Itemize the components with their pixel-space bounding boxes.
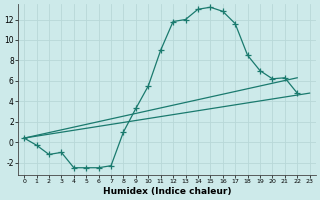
X-axis label: Humidex (Indice chaleur): Humidex (Indice chaleur) (103, 187, 231, 196)
